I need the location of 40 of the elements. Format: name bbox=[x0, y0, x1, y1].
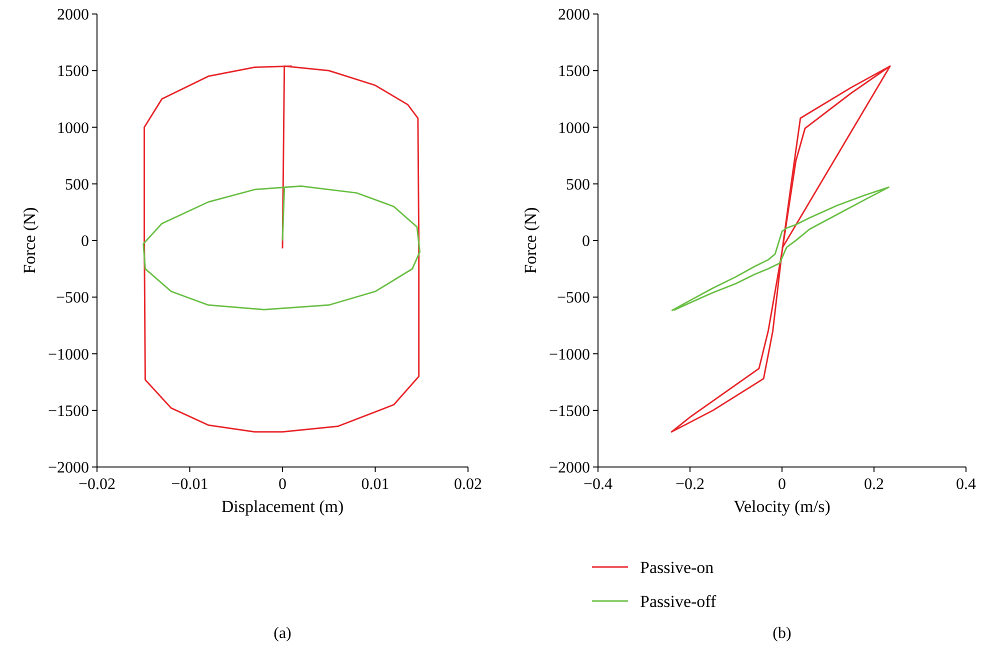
x-tick-label: 0.02 bbox=[454, 476, 482, 493]
legend-label: Passive-off bbox=[640, 592, 717, 611]
y-tick-label: 2000 bbox=[558, 6, 590, 24]
y-tick-label: −2000 bbox=[548, 460, 590, 477]
y-tick-label: 1500 bbox=[57, 63, 89, 80]
y-tick-label: 1000 bbox=[558, 120, 590, 137]
y-tick-label: −500 bbox=[56, 290, 89, 307]
x-tick-label: 0 bbox=[778, 476, 786, 493]
x-tick-label: 0.2 bbox=[864, 476, 884, 493]
y-tick-label: −500 bbox=[556, 290, 590, 307]
x-axis-title: Displacement (m) bbox=[221, 497, 344, 516]
line-series bbox=[670, 186, 890, 312]
x-tick-label: −0.01 bbox=[171, 476, 208, 493]
y-tick-label: −1500 bbox=[548, 402, 590, 420]
line-series bbox=[142, 185, 421, 310]
legend-label: Passive-on bbox=[640, 558, 714, 577]
y-axis-title: Force (N) bbox=[521, 207, 540, 274]
x-tick-label: −0.4 bbox=[583, 476, 613, 493]
y-tick-label: 2000 bbox=[57, 6, 89, 24]
x-tick-label: 0.01 bbox=[361, 476, 390, 493]
y-tick-label: −1500 bbox=[48, 402, 89, 420]
line-series bbox=[144, 65, 420, 433]
y-tick-label: 500 bbox=[566, 176, 590, 194]
y-tick-label: 1500 bbox=[558, 63, 590, 80]
y-tick-label: 500 bbox=[65, 176, 89, 194]
y-tick-label: 1000 bbox=[57, 120, 89, 137]
x-axis-title: Velocity (m/s) bbox=[734, 497, 830, 516]
y-axis-title: Force (N) bbox=[20, 207, 39, 274]
x-tick-label: −0.2 bbox=[675, 476, 705, 493]
y-tick-label: −1000 bbox=[48, 346, 89, 364]
x-tick-label: 0 bbox=[278, 476, 286, 493]
y-tick-label: −1000 bbox=[548, 346, 590, 364]
text: (b) bbox=[772, 625, 792, 642]
line-series bbox=[670, 65, 891, 433]
y-tick-label: 0 bbox=[81, 233, 89, 250]
text: (a) bbox=[274, 625, 292, 642]
x-tick-label: −0.02 bbox=[78, 476, 116, 493]
x-tick-label: 0.4 bbox=[956, 476, 976, 493]
y-tick-label: 0 bbox=[582, 233, 590, 250]
y-tick-label: −2000 bbox=[48, 460, 89, 477]
